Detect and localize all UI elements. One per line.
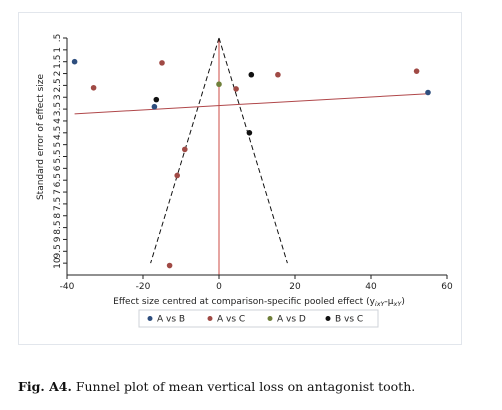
data-point-a-vs-b [425,89,431,96]
x-axis-label-end: ) [401,297,405,307]
data-point-b-vs-c [153,96,160,103]
y-tick-label: 7.5 [53,197,63,211]
plot-area [67,38,447,275]
legend-marker [147,316,153,321]
y-axis-label: Standard error of effect size [36,74,46,201]
caption-text: Funnel plot of mean vertical loss on ant… [75,379,416,394]
y-tick-label: 8 [53,213,63,219]
data-point-a-vs-c [174,172,180,179]
funnel-left-limit [150,37,220,264]
axes: -40 -20 0 20 40 60 .5 1 1.5 22.5 3 3.5 4 4.5 55.5 6 6.5 7… [53,34,453,292]
x-axis-label-sub2: xY [393,300,403,308]
y-tick-label: 2 [53,71,63,77]
y-tick-label: 2.5 [53,78,63,92]
data-point-a-vs-c [275,71,281,78]
legend-box [138,309,379,328]
plot-background [67,38,447,275]
x-tick-label: 40 [365,282,377,292]
y-tick-label: .5 [53,34,63,43]
y-tick-label: 4.5 [53,126,63,140]
y-tick-label: 6.5 [53,173,63,187]
y-tick-label: 3.5 [53,102,63,116]
data-point-a-vs-c [166,262,173,269]
x-tick-label: 0 [216,282,222,292]
legend-marker [325,316,331,321]
y-tick-label: 7 [53,189,63,195]
legend-label: A vs D [277,315,306,325]
data-point-b-vs-c [248,71,255,78]
regression-line [74,93,429,115]
legend-label: A vs C [217,315,245,325]
legend: A vs B A vs C A vs D B vs C [138,309,379,328]
legend-label: B vs C [335,315,363,325]
y-tick-label: 10 [53,257,63,269]
x-axis-label: Effect size centred at comparison-specif… [113,297,405,308]
y-tick-label: 8.5 [53,220,63,234]
data-point-a-vs-d [216,81,222,88]
y-tick-label: 9.5 [53,244,63,258]
x-axis-label-mid: -μ [385,297,394,307]
data-point-a-vs-b [151,103,158,110]
y-tick-label: 4 [53,118,63,124]
x-tick-label: -20 [136,282,151,292]
data-point-a-vs-c [182,146,188,153]
funnel-right-limit [218,37,288,264]
data-point-a-vs-b [71,58,78,65]
x-axis-label-main: Effect size centred at comparison-specif… [113,297,375,307]
data-point-a-vs-c [413,68,420,74]
line-layer [74,37,429,275]
x-tick-label: 20 [289,282,301,292]
y-tick-label: 5 [53,142,63,148]
caption-label: Fig. A4. [18,379,72,394]
figure-panel: -40 -20 0 20 40 60 .5 1 1.5 2 2.5 3 3.5 4 4.5 5 5.5 6 6.5 7… [18,12,462,345]
legend-marker [207,316,213,321]
y-tick-label: 1 [53,47,63,53]
y-tick-label: 1.5 [53,55,63,69]
x-tick-label: 60 [441,282,453,292]
data-point-b-vs-c [246,130,253,136]
y-tick-label: 3 [53,94,63,100]
data-point-a-vs-c [90,84,97,91]
data-point-a-vs-c [159,60,165,66]
data-point-a-vs-c [233,86,239,92]
figure-caption: Fig. A4. Funnel plot of mean vertical lo… [18,379,498,394]
x-tick-label: -40 [60,282,75,292]
legend-label: A vs B [157,315,185,325]
y-tick-label: 6 [53,165,63,171]
x-axis-label-sub1: ixY [375,300,386,308]
funnel-plot: -40 -20 0 20 40 60 .5 1 1.5 22.5 3 3.5 4 4.5 55.5 6 6.5 7… [36,34,453,328]
legend-marker [267,316,273,321]
point-layer [71,58,431,269]
y-tick-label: 5.5 [53,149,63,163]
y-tick-label: 9 [53,236,63,242]
